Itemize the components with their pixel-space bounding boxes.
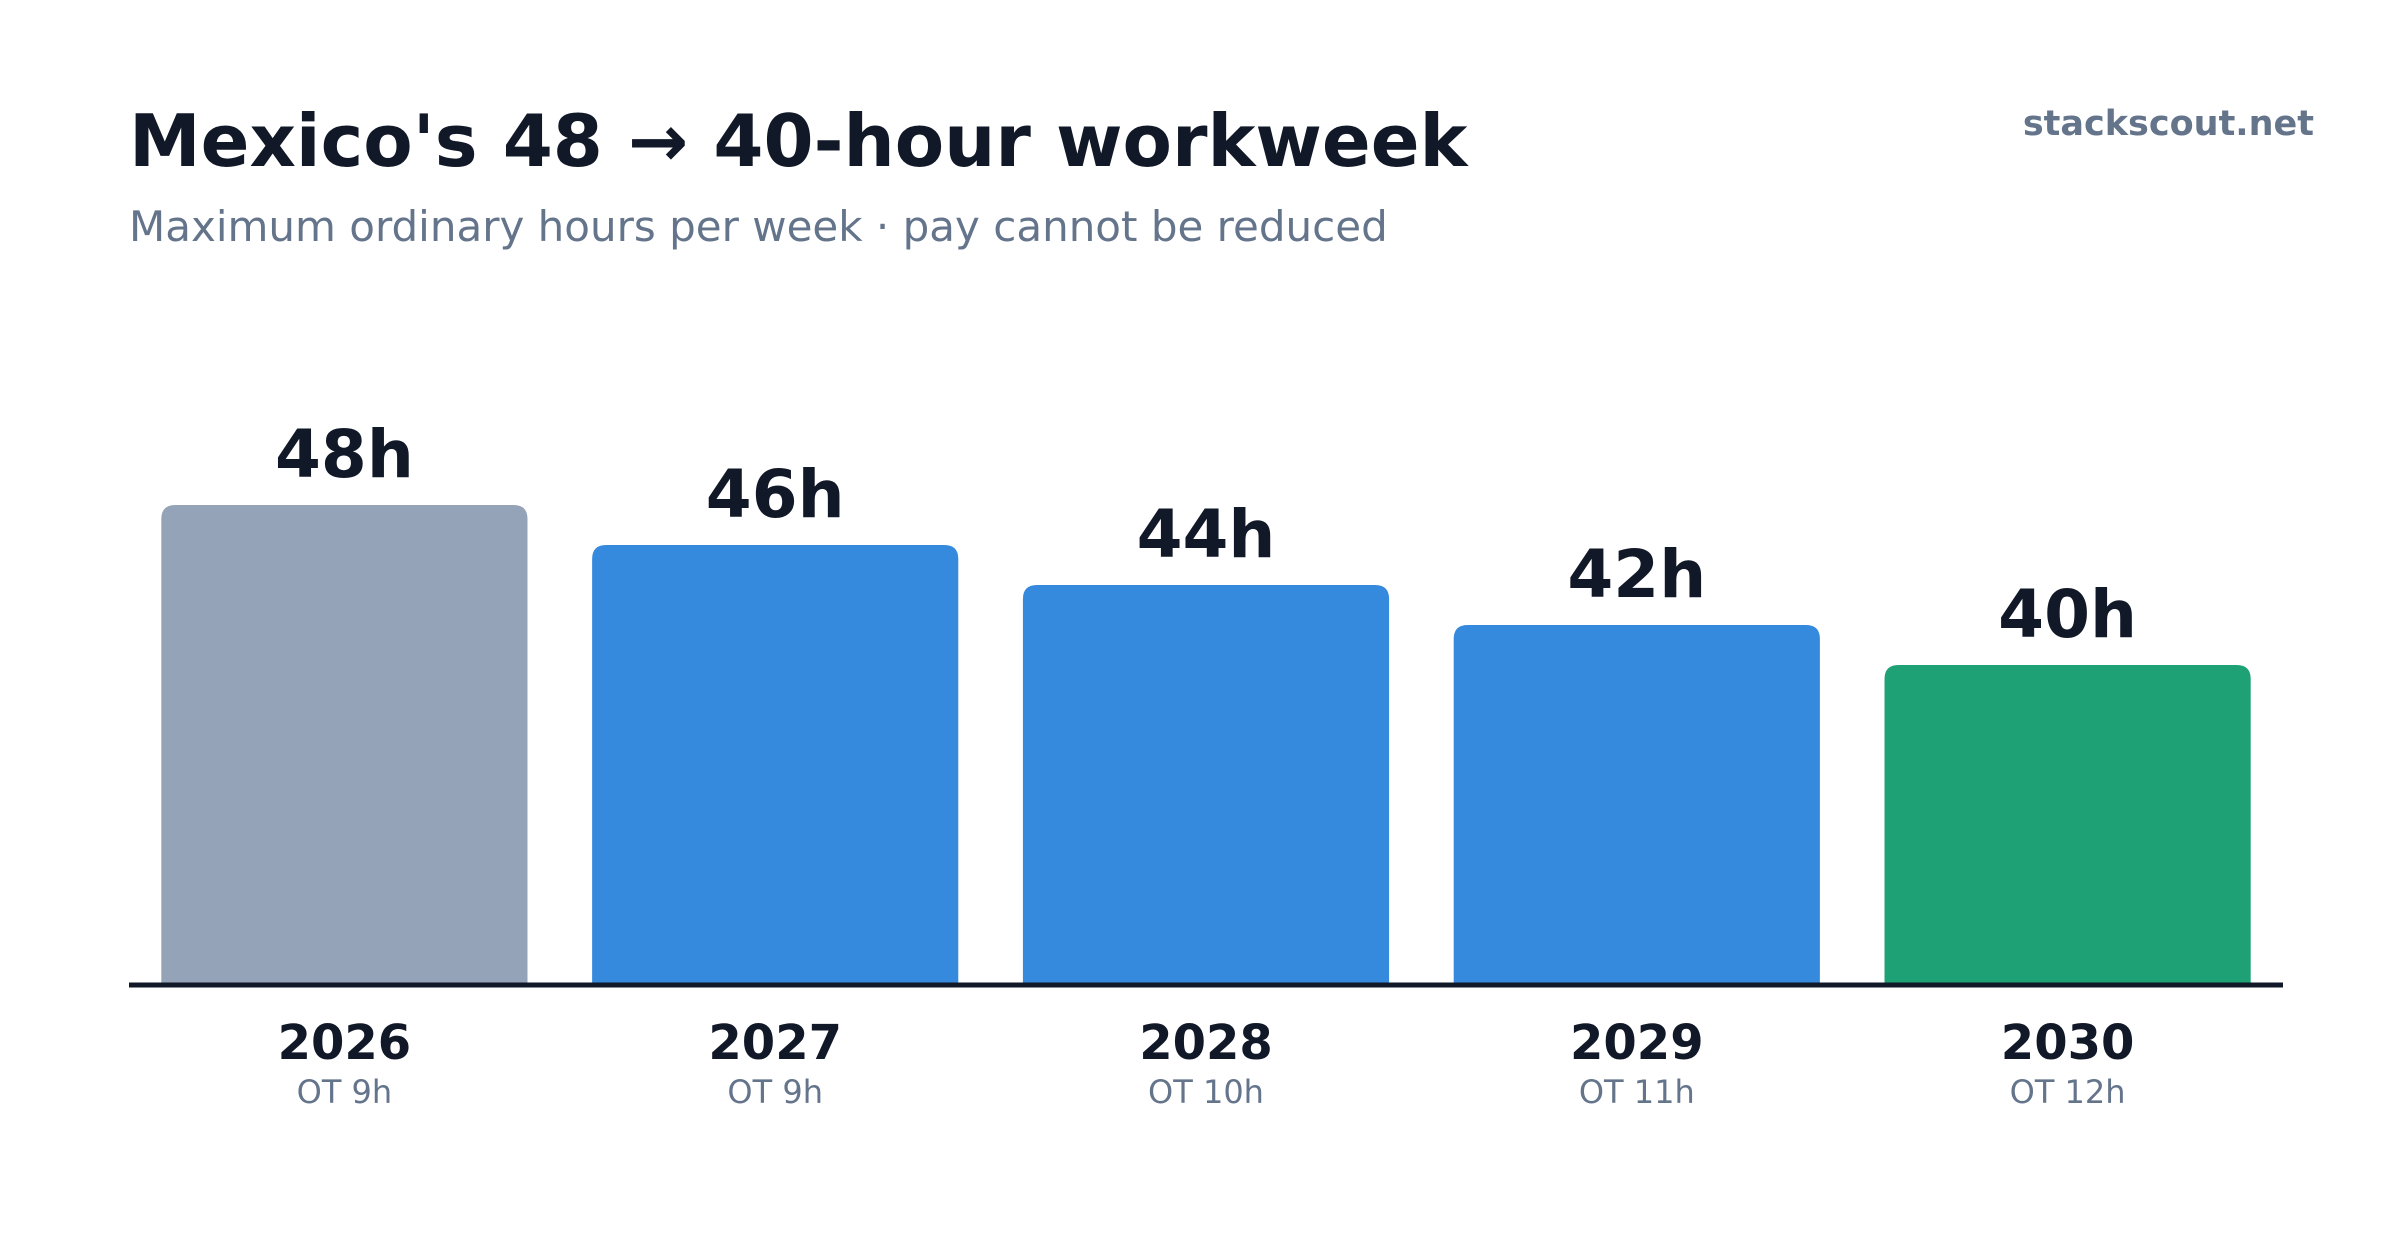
x-sublabel: OT 9h xyxy=(727,1073,823,1111)
x-sublabel: OT 10h xyxy=(1148,1073,1264,1111)
chart-subtitle: Maximum ordinary hours per week · pay ca… xyxy=(129,202,1388,251)
x-sublabel: OT 11h xyxy=(1579,1073,1695,1111)
bar xyxy=(1884,665,2251,985)
source: stackscout.net xyxy=(2023,104,2314,144)
bar xyxy=(161,505,528,985)
value-label: 48h xyxy=(275,416,414,493)
chart-title: Mexico's 48 → 40-hour workweek xyxy=(129,99,1470,183)
value-label: 46h xyxy=(706,456,845,533)
value-label: 42h xyxy=(1567,536,1706,613)
x-tick-label: 2028 xyxy=(1139,1015,1273,1071)
x-sublabel: OT 9h xyxy=(297,1073,393,1111)
x-tick-label: 2030 xyxy=(2001,1015,2135,1071)
x-sublabel: OT 12h xyxy=(2010,1073,2126,1111)
value-label: 40h xyxy=(1998,576,2137,653)
value-label: 44h xyxy=(1137,496,1276,573)
x-tick-label: 2027 xyxy=(708,1015,842,1071)
x-tick-label: 2029 xyxy=(1570,1015,1704,1071)
bar xyxy=(1453,625,1820,985)
bar xyxy=(1022,585,1390,985)
bar xyxy=(592,545,959,985)
x-tick-label: 2026 xyxy=(278,1015,412,1071)
